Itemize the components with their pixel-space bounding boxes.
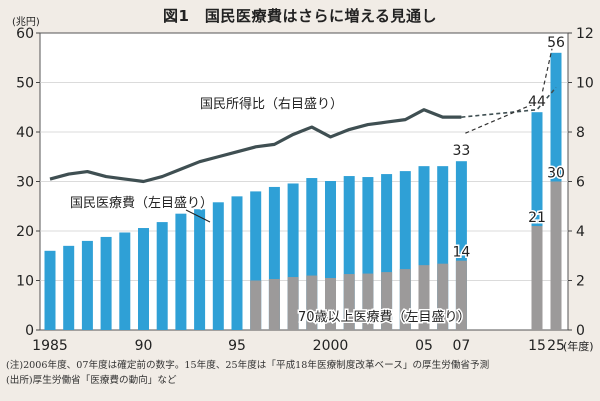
right-tick-label: 10	[576, 76, 594, 92]
bar-national-medical-cost	[268, 186, 280, 330]
left-tick-label: 40	[16, 125, 34, 141]
bar-national-medical-cost	[231, 196, 243, 330]
bar-national-medical-cost	[81, 240, 93, 330]
bar-elderly-medical-cost	[250, 280, 262, 330]
data-label: 33	[452, 143, 470, 159]
right-tick-label: 4	[576, 224, 585, 240]
series-label-leader-line	[185, 209, 211, 223]
projection-dash	[465, 103, 534, 134]
bar-national-medical-cost	[63, 245, 75, 330]
bar-national-medical-cost	[156, 222, 168, 330]
data-label: 56	[547, 35, 565, 51]
bar-elderly-medical-cost	[306, 275, 318, 330]
x-tick-label: 07	[452, 338, 470, 354]
data-label: 30	[547, 166, 565, 182]
x-axis-suffix: (年度)	[563, 339, 594, 353]
bar-elderly-medical-cost	[325, 278, 336, 330]
left-tick-label: 20	[16, 224, 34, 240]
data-label: 14	[452, 245, 470, 261]
right-tick-label: 0	[576, 323, 585, 339]
bar-national-medical-cost	[138, 228, 149, 330]
series-label-national-income-ratio: 国民所得比（右目盛り）	[200, 96, 343, 112]
bar-national-medical-cost	[343, 176, 355, 330]
bar-national-medical-cost	[531, 112, 543, 330]
series-label-medical-cost: 国民医療費（左目盛り）	[70, 196, 213, 211]
bar-national-medical-cost	[306, 178, 318, 330]
bar-elderly-medical-cost	[287, 277, 299, 330]
bar-national-medical-cost	[44, 250, 56, 330]
projection-dash	[540, 48, 553, 99]
bar-elderly-medical-cost	[399, 269, 411, 330]
left-tick-label: 10	[16, 274, 34, 290]
bar-national-medical-cost	[399, 171, 411, 330]
bar-elderly-medical-cost	[362, 273, 374, 330]
x-tick-label: 1985	[32, 338, 68, 354]
source-text: (出所)厚生労働省「医療費の動向」など	[6, 375, 177, 386]
bar-elderly-medical-cost	[418, 265, 430, 330]
bar-national-medical-cost	[455, 161, 467, 330]
line-national-income-ratio	[49, 108, 462, 184]
bar-national-medical-cost	[250, 191, 262, 330]
chart-title: 図1 国民医療費はさらに増える見通し	[163, 7, 437, 25]
bar-elderly-medical-cost	[268, 279, 280, 330]
bar-national-medical-cost	[194, 209, 206, 330]
bar-national-medical-cost	[212, 202, 224, 330]
bar-national-medical-cost	[119, 232, 131, 330]
bar-elderly-medical-cost	[437, 263, 449, 330]
left-tick-label: 0	[25, 323, 34, 339]
bar-national-medical-cost	[418, 166, 430, 330]
data-label: 44	[528, 94, 546, 110]
bar-national-medical-cost	[175, 213, 187, 330]
note-text: (注)2006年度、07年度は確定前の数字。15年度、25年度は「平成18年医療…	[6, 360, 490, 371]
bar-national-medical-cost	[287, 183, 299, 330]
x-tick-label: 25	[547, 338, 565, 354]
data-label: 21	[528, 210, 546, 226]
x-tick-label: 95	[228, 338, 246, 354]
bar-national-medical-cost	[325, 181, 336, 330]
left-axis-unit: (兆円)	[12, 17, 40, 28]
left-tick-label: 50	[16, 76, 34, 92]
bar-elderly-medical-cost	[550, 181, 562, 330]
bar-national-medical-cost	[381, 174, 393, 330]
right-tick-label: 8	[576, 125, 585, 141]
x-tick-label: 2000	[313, 338, 349, 354]
x-tick-label: 05	[415, 338, 433, 354]
x-tick-label: 15	[528, 338, 546, 354]
right-tick-label: 2	[576, 274, 585, 290]
bar-national-medical-cost	[362, 177, 374, 330]
x-tick-label: 90	[135, 338, 153, 354]
left-tick-label: 60	[16, 26, 34, 42]
bar-elderly-medical-cost	[381, 272, 393, 330]
right-tick-label: 6	[576, 175, 585, 191]
bar-national-medical-cost	[100, 236, 112, 330]
series-label-elderly-cost: 70歳以上医療費（左目盛り）	[298, 310, 471, 325]
bar-elderly-medical-cost	[455, 260, 467, 330]
bar-elderly-medical-cost	[343, 274, 355, 330]
bar-elderly-medical-cost	[531, 226, 543, 330]
right-tick-label: 12	[576, 26, 594, 42]
left-tick-label: 30	[16, 175, 34, 191]
bar-national-medical-cost	[437, 166, 449, 330]
